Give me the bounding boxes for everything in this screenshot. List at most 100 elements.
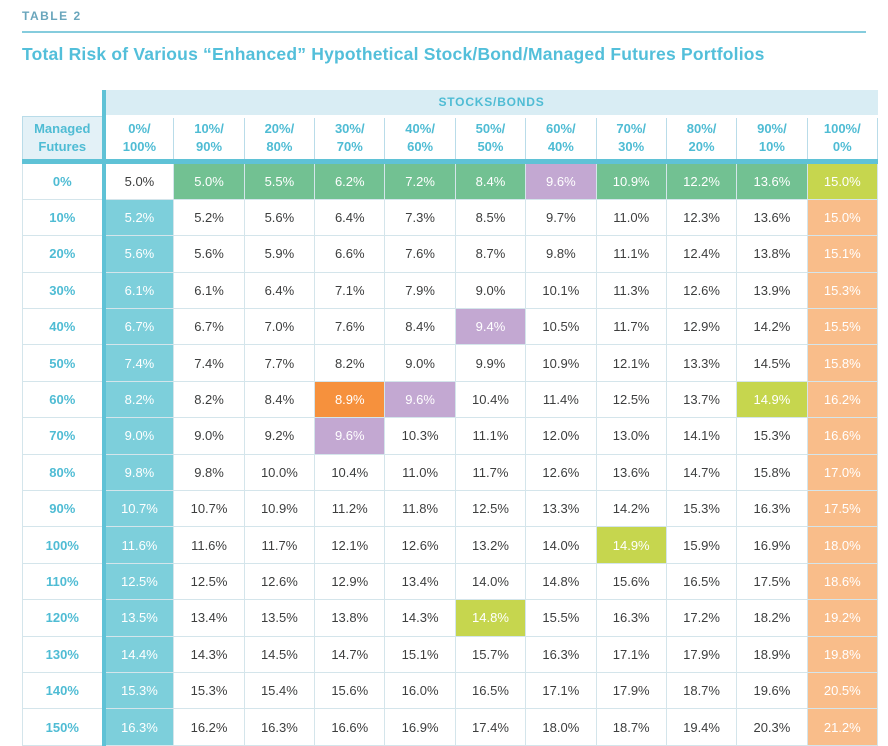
data-cell: 12.9% xyxy=(665,308,738,346)
col-header-line1: 100%/ xyxy=(823,121,861,137)
data-cell: 14.5% xyxy=(243,635,316,673)
data-cell: 15.3% xyxy=(665,490,738,528)
data-cell: 16.2% xyxy=(806,380,879,419)
data-cell: 15.3% xyxy=(101,671,175,710)
col-header-stocks-bonds-8: 80%/ 20% xyxy=(665,115,738,164)
col-header-stocks-bonds-5: 50%/ 50% xyxy=(454,115,527,164)
table-row: 0% 5.0% 5.0% 5.5% 6.2% 7.2% 8.4% 9.6% 10.9% 12.2%… xyxy=(22,160,879,200)
data-cell: 13.5% xyxy=(243,599,316,637)
data-cell: 11.0% xyxy=(595,198,667,237)
col-header-line1: 60%/ xyxy=(546,121,576,137)
data-cell: 15.9% xyxy=(665,526,738,564)
data-cell: 15.0% xyxy=(806,160,879,200)
data-cell: 17.4% xyxy=(454,708,527,746)
data-cell: 8.2% xyxy=(173,380,245,419)
data-cell: 16.3% xyxy=(243,708,316,746)
data-cell: 15.5% xyxy=(806,308,879,346)
data-cell: 15.6% xyxy=(595,562,667,601)
data-cell: 9.0% xyxy=(454,271,527,310)
data-cell: 5.6% xyxy=(101,235,175,273)
data-cell: 16.3% xyxy=(525,635,597,673)
data-cell: 10.1% xyxy=(525,271,597,310)
data-cell: 19.8% xyxy=(806,635,879,673)
col-header-stocks-bonds-1: 10%/ 90% xyxy=(173,115,245,164)
data-cell: 19.2% xyxy=(806,599,879,637)
data-cell: 17.1% xyxy=(525,671,597,710)
data-cell: 8.4% xyxy=(454,160,527,200)
col-header-line1: 70%/ xyxy=(616,121,647,137)
data-cell: 16.3% xyxy=(736,490,808,528)
table-row: 110% 12.5% 12.5% 12.6% 12.9% 13.4% 14.0% 14.8% 1… xyxy=(22,562,879,601)
data-cell: 13.8% xyxy=(736,235,808,273)
table-number-label: TABLE 2 xyxy=(22,9,82,23)
row-label-managed-futures: 40% xyxy=(22,308,104,346)
data-cell: 6.4% xyxy=(314,198,386,237)
data-cell: 6.7% xyxy=(101,308,175,346)
data-cell: 14.8% xyxy=(525,562,597,601)
col-header-line2: 70% xyxy=(336,139,363,154)
data-cell: 6.4% xyxy=(243,271,316,310)
col-header-stocks-bonds-10: 100%/ 0% xyxy=(806,115,879,164)
data-cell: 12.1% xyxy=(595,344,667,382)
data-cell: 16.5% xyxy=(454,671,527,710)
data-cell: 19.4% xyxy=(665,708,738,746)
data-cell: 18.7% xyxy=(665,671,738,710)
data-cell: 7.9% xyxy=(384,271,456,310)
data-cell: 8.2% xyxy=(101,380,175,419)
col-header-line1: 50%/ xyxy=(475,121,506,137)
col-header-stocks-bonds-4: 40%/ 60% xyxy=(384,115,456,164)
data-cell: 6.1% xyxy=(173,271,245,310)
data-cell: 14.8% xyxy=(454,599,527,637)
data-cell: 16.3% xyxy=(595,599,667,637)
data-cell: 18.0% xyxy=(525,708,597,746)
data-cell: 17.5% xyxy=(806,490,879,528)
data-cell: 5.0% xyxy=(173,160,245,200)
data-cell: 5.5% xyxy=(243,160,316,200)
data-cell: 13.6% xyxy=(736,198,808,237)
row-label-managed-futures: 80% xyxy=(22,453,104,492)
data-cell: 9.6% xyxy=(525,160,597,200)
data-cell: 10.9% xyxy=(243,490,316,528)
row-label-managed-futures: 100% xyxy=(22,526,104,564)
col-header-line1: 80%/ xyxy=(686,121,717,137)
data-cell: 14.1% xyxy=(665,417,738,455)
top-divider-rule xyxy=(22,31,866,33)
data-cell: 15.1% xyxy=(806,235,879,273)
data-cell: 14.5% xyxy=(736,344,808,382)
table-row: 20% 5.6% 5.6% 5.9% 6.6% 7.6% 8.7% 9.8% 11.1% 12.4… xyxy=(22,235,879,273)
data-cell: 7.6% xyxy=(384,235,456,273)
data-cell: 10.0% xyxy=(243,453,316,492)
table-row: 120% 13.5% 13.4% 13.5% 13.8% 14.3% 14.8% 15.5% 1… xyxy=(22,599,879,637)
data-cell: 16.5% xyxy=(665,562,738,601)
data-cell: 12.6% xyxy=(243,562,316,601)
data-cell: 11.1% xyxy=(454,417,527,455)
data-cell: 12.6% xyxy=(665,271,738,310)
data-cell: 5.2% xyxy=(173,198,245,237)
data-cell: 15.3% xyxy=(173,671,245,710)
data-cell: 19.6% xyxy=(736,671,808,710)
data-cell: 12.1% xyxy=(314,526,386,564)
data-cell: 16.2% xyxy=(173,708,245,746)
row-label-managed-futures: 120% xyxy=(22,599,104,637)
data-cell: 9.0% xyxy=(173,417,245,455)
table-row: 60% 8.2% 8.2% 8.4% 8.9% 9.6% 10.4% 11.4% 12.5% 13… xyxy=(22,380,879,419)
data-cell: 12.5% xyxy=(173,562,245,601)
col-header-line2: 90% xyxy=(196,139,223,154)
data-cell: 12.5% xyxy=(101,562,175,601)
data-cell: 9.4% xyxy=(454,308,527,346)
data-cell: 13.7% xyxy=(665,380,738,419)
data-cell: 12.0% xyxy=(525,417,597,455)
page-title: Total Risk of Various “Enhanced” Hypothe… xyxy=(22,44,765,64)
data-cell: 10.5% xyxy=(525,308,597,346)
col-header-line2: 20% xyxy=(688,139,715,154)
row-label-managed-futures: 10% xyxy=(22,198,104,237)
data-cell: 11.7% xyxy=(243,526,316,564)
data-cell: 18.6% xyxy=(806,562,879,601)
col-header-line2: 40% xyxy=(547,139,574,154)
data-cell: 21.2% xyxy=(806,708,879,746)
data-cell: 12.9% xyxy=(314,562,386,601)
data-cell: 13.4% xyxy=(384,562,456,601)
data-cell: 8.2% xyxy=(314,344,386,382)
row-label-managed-futures: 140% xyxy=(22,671,104,710)
data-cell: 20.5% xyxy=(806,671,879,710)
